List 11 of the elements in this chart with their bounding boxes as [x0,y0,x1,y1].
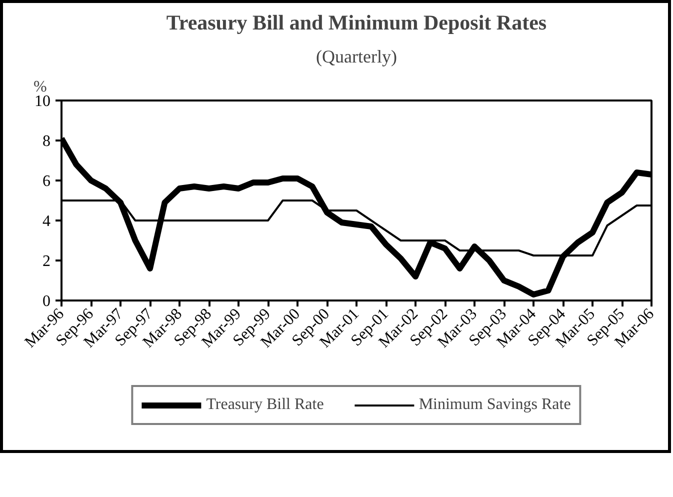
y-tick-label: 0 [42,293,50,310]
y-tick-label: 4 [42,213,50,230]
legend-label: Treasury Bill Rate [206,396,324,414]
y-tick-label: 10 [34,93,50,110]
y-tick-label: 8 [42,133,50,150]
legend-label: Minimum Savings Rate [418,396,571,414]
y-tick-label: 6 [42,173,50,190]
chart-title: Treasury Bill and Minimum Deposit Rates [166,10,547,34]
chart-subtitle: (Quarterly) [316,46,397,66]
y-tick-label: 2 [42,253,50,270]
y-axis-title: % [34,78,47,96]
